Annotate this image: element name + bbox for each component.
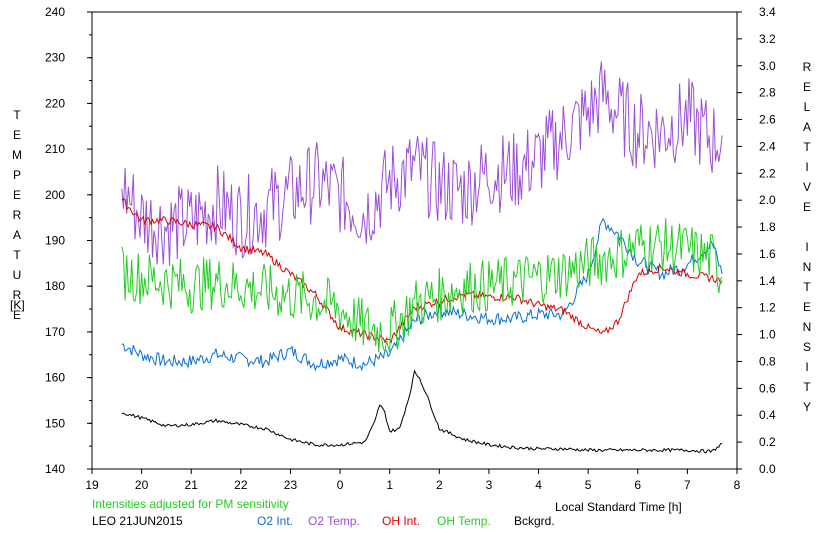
y-left-tick-label: 240 bbox=[45, 5, 65, 19]
x-tick-label: 8 bbox=[734, 478, 741, 492]
legend-o2-int: O2 Int. bbox=[257, 514, 294, 528]
y-right-tick-label: 3.2 bbox=[759, 32, 776, 46]
y-right-tick-label: 2.2 bbox=[759, 166, 776, 180]
series-o2-temp-line bbox=[121, 61, 723, 267]
series-o2-int-line bbox=[121, 217, 723, 372]
x-tick-label: 19 bbox=[85, 478, 99, 492]
y-right-tick-label: 3.0 bbox=[759, 59, 776, 73]
y-axis-left-unit: [K] bbox=[10, 298, 25, 312]
y-left-tick-label: 160 bbox=[45, 371, 65, 385]
y-right-tick-label: 2.8 bbox=[759, 86, 776, 100]
x-tick-label: 5 bbox=[585, 478, 592, 492]
x-tick-label: 4 bbox=[535, 478, 542, 492]
legend-bckgrd: Bckgrd. bbox=[514, 514, 555, 528]
y-left-tick-label: 180 bbox=[45, 279, 65, 293]
y-left-tick-label: 170 bbox=[45, 325, 65, 339]
x-tick-label: 22 bbox=[234, 478, 248, 492]
y-left-tick-label: 150 bbox=[45, 416, 65, 430]
y-left-tick-label: 140 bbox=[45, 462, 65, 476]
y-right-tick-label: 2.6 bbox=[759, 113, 776, 127]
y-right-tick-label: 1.4 bbox=[759, 274, 776, 288]
y-right-tick-label: 1.8 bbox=[759, 220, 776, 234]
y-left-tick-label: 210 bbox=[45, 142, 65, 156]
chart-frame bbox=[91, 11, 738, 470]
legend-o2-temp: O2 Temp. bbox=[308, 514, 360, 528]
y-left-tick-label: 220 bbox=[45, 96, 65, 110]
legend-oh-temp: OH Temp. bbox=[437, 514, 491, 528]
y-left-tick-label: 200 bbox=[45, 188, 65, 202]
y-right-tick-label: 0.0 bbox=[759, 462, 776, 476]
x-tick-label: 0 bbox=[337, 478, 344, 492]
plot-frame bbox=[91, 11, 738, 470]
y-right-tick-label: 1.0 bbox=[759, 328, 776, 342]
x-tick-label: 2 bbox=[436, 478, 443, 492]
x-tick-label: 1 bbox=[386, 478, 393, 492]
y-right-tick-label: 1.2 bbox=[759, 301, 776, 315]
tick-layer: 19 20 21 22 23 0 1 2 3 4 5 6 7 8240230220210200190180… bbox=[45, 5, 776, 492]
series-bckgrd-line bbox=[121, 369, 723, 454]
y-right-tick-label: 0.2 bbox=[759, 435, 776, 449]
y-right-tick-label: 2.0 bbox=[759, 193, 776, 207]
series-oh-temp-line bbox=[121, 218, 723, 353]
x-tick-label: 6 bbox=[634, 478, 641, 492]
y-right-tick-label: 0.8 bbox=[759, 354, 776, 368]
x-tick-label: 20 bbox=[135, 478, 149, 492]
y-axis-left-label: TEMPERATURE bbox=[10, 108, 24, 328]
legend-oh-int: OH Int. bbox=[382, 514, 421, 528]
x-tick-label: 3 bbox=[486, 478, 493, 492]
x-tick-label: 7 bbox=[684, 478, 691, 492]
y-right-tick-label: 2.4 bbox=[759, 139, 776, 153]
series-oh-int-line bbox=[121, 197, 723, 344]
y-left-tick-label: 230 bbox=[45, 51, 65, 65]
y-right-tick-label: 3.4 bbox=[759, 5, 776, 19]
x-axis-label: Local Standard Time [h] bbox=[555, 500, 682, 514]
y-axis-right-label: RELATIVE INTENSITY bbox=[800, 60, 814, 420]
y-right-tick-label: 1.6 bbox=[759, 247, 776, 261]
series-layer bbox=[121, 61, 723, 454]
pm-sensitivity-note: Intensities adjusted for PM sensitivity bbox=[92, 497, 289, 511]
station-date: LEO 21JUN2015 bbox=[92, 514, 183, 528]
y-right-tick-label: 0.4 bbox=[759, 408, 776, 422]
x-tick-label: 23 bbox=[284, 478, 298, 492]
y-right-tick-label: 0.6 bbox=[759, 381, 776, 395]
x-tick-label: 21 bbox=[185, 478, 199, 492]
y-left-tick-label: 190 bbox=[45, 234, 65, 248]
